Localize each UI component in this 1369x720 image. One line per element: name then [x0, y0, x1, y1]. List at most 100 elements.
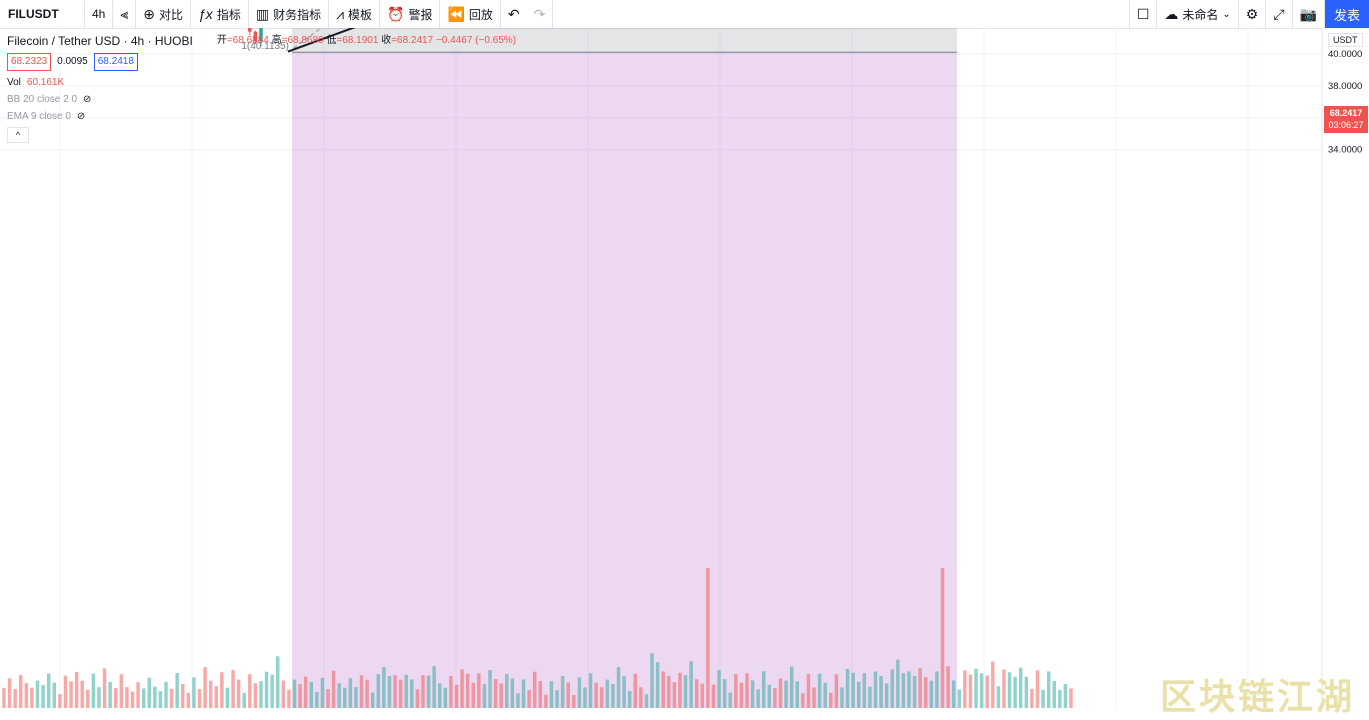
last-price-tag: 68.2417 03:06:27	[1324, 106, 1368, 133]
eye-slash-icon[interactable]: ⊘	[83, 93, 91, 107]
volume-bar	[80, 681, 83, 708]
open-label: 开	[217, 35, 227, 46]
volume-bar	[717, 670, 720, 708]
volume-bar	[315, 692, 318, 708]
volume-bar	[1025, 677, 1028, 708]
volume-bar	[321, 678, 324, 708]
volume-bar	[969, 675, 972, 708]
volume-bar	[248, 674, 251, 708]
templates-button[interactable]: ⩘模板	[329, 0, 380, 28]
ema-indicator-label[interactable]: EMA 9 close 0	[7, 110, 71, 124]
volume-bar	[768, 685, 771, 708]
bid-box[interactable]: 68.2323	[7, 53, 51, 71]
camera-icon: 📷	[1300, 6, 1317, 23]
volume-bar	[265, 672, 268, 708]
bar-chart-icon: ▥	[256, 6, 269, 23]
volume-bar	[863, 673, 866, 708]
symbol-search[interactable]: FILUSDT	[0, 0, 85, 28]
redo-icon: ↷	[534, 6, 546, 23]
volume-bar	[1019, 668, 1022, 708]
volume-bar	[499, 683, 502, 708]
chart-legend: Filecoin / Tether USD · 4h · HUOBI 开=68.…	[7, 34, 516, 143]
eye-slash-icon[interactable]: ⊘	[77, 110, 85, 124]
interval-selector[interactable]: 4h	[85, 0, 113, 28]
volume-bar	[650, 653, 653, 708]
chart-type-button[interactable]: ⫷	[113, 0, 136, 28]
volume-bar	[276, 656, 279, 708]
volume-bar	[980, 673, 983, 708]
vol-value: 60.161K	[27, 76, 64, 90]
volume-bar	[522, 679, 525, 708]
square-icon: ☐	[1137, 6, 1150, 23]
volume-bar	[773, 688, 776, 708]
high-label: 高	[272, 35, 282, 46]
fx-icon: ƒx	[198, 6, 213, 22]
volume-bar	[963, 670, 966, 708]
volume-bar	[812, 687, 815, 708]
volume-bar	[282, 681, 285, 708]
snapshot-button[interactable]: 📷	[1293, 0, 1325, 28]
financials-button[interactable]: ▥财务指标	[249, 0, 329, 28]
rewind-icon: ⏪	[447, 6, 464, 23]
price-tick-label: 38.0000	[1328, 81, 1362, 92]
volume-bar	[226, 688, 229, 708]
alert-button[interactable]: ⏰警报	[380, 0, 440, 28]
volume-bar	[466, 674, 469, 708]
volume-bar	[656, 662, 659, 708]
close-label: 收	[381, 35, 391, 46]
volume-bar	[293, 680, 296, 708]
volume-bar	[762, 671, 765, 708]
replay-button[interactable]: ⏪ 回放	[440, 0, 500, 28]
compare-label: 对比	[159, 6, 183, 23]
replay-label: 回放	[469, 6, 493, 23]
undo-button[interactable]: ↶	[501, 0, 527, 28]
volume-bar	[589, 673, 592, 708]
volume-bar	[13, 689, 16, 708]
volume-bar	[723, 679, 726, 708]
volume-bar	[550, 681, 553, 708]
volume-bar	[192, 677, 195, 708]
volume-bar	[427, 676, 430, 708]
volume-bar	[941, 568, 944, 708]
volume-bar	[796, 682, 799, 708]
publish-button[interactable]: 发表	[1325, 0, 1369, 28]
volume-bar	[416, 689, 419, 708]
redo-button[interactable]: ↷	[527, 0, 554, 28]
settings-button[interactable]: ⚙	[1239, 0, 1267, 28]
volume-bar	[924, 677, 927, 708]
template-icon: ⩘	[336, 6, 344, 23]
volume-bar	[516, 693, 519, 708]
volume-bar	[75, 672, 78, 708]
spread-value: 0.0095	[57, 55, 88, 69]
alert-label: 警报	[408, 6, 432, 23]
volume-bar	[891, 669, 894, 708]
volume-bar	[874, 671, 877, 708]
volume-bar	[421, 675, 424, 708]
volume-bar	[712, 685, 715, 708]
compare-button[interactable]: ⊕对比	[136, 0, 191, 28]
fullscreen-layout-button[interactable]: ☐	[1129, 0, 1158, 28]
volume-bar	[203, 667, 206, 708]
currency-label[interactable]: USDT	[1328, 33, 1363, 47]
close-value: =68.2417	[391, 35, 433, 46]
volume-bar	[153, 687, 156, 708]
volume-bar	[19, 675, 22, 708]
alarm-clock-icon: ⏰	[387, 6, 404, 23]
volume-bar	[661, 671, 664, 708]
ask-box[interactable]: 68.2418	[94, 53, 138, 71]
volume-bar	[455, 685, 458, 708]
layout-name-button[interactable]: ☁未命名⌄	[1157, 0, 1238, 28]
volume-bar	[472, 683, 475, 708]
bb-indicator-label[interactable]: BB 20 close 2 0	[7, 93, 77, 107]
fullscreen-button[interactable]: ⤢	[1266, 0, 1292, 28]
collapse-legend-button[interactable]: ^	[7, 127, 29, 143]
candle-body	[248, 28, 251, 32]
volume-bar	[645, 694, 648, 708]
low-label: 低	[326, 35, 336, 46]
volume-bar	[991, 662, 994, 708]
candles-icon: ⫷	[120, 6, 128, 23]
high-value: =68.8680	[282, 35, 324, 46]
volume-bar	[913, 676, 916, 708]
